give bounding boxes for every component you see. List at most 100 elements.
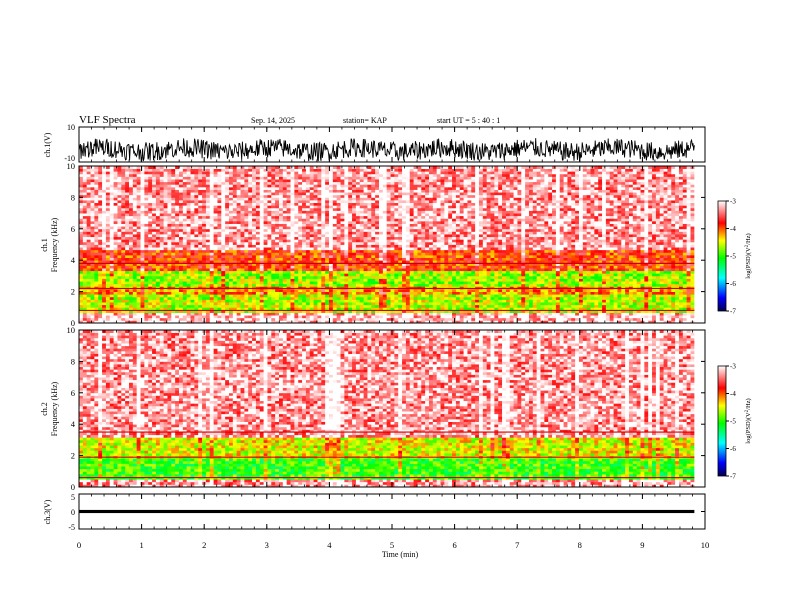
spectrogram-cell: [205, 181, 211, 185]
spectrogram-cell: [302, 260, 307, 264]
spectrogram-cell: [202, 268, 207, 272]
spectrogram-cell: [152, 192, 157, 196]
spectrogram-cell: [367, 179, 372, 183]
spectrogram-cell: [267, 270, 272, 274]
spectrogram-cell: [286, 299, 291, 303]
date-label: Sep. 14, 2025: [251, 116, 295, 125]
spectrogram-cell: [163, 291, 168, 295]
spectrogram-cell: [255, 270, 261, 274]
spectrogram-cell: [355, 184, 361, 188]
spectrogram-cell: [205, 239, 211, 243]
spectrogram-cell: [86, 299, 91, 303]
spectrogram-cell: [94, 304, 99, 308]
spectrogram-cell: [382, 176, 388, 180]
spectrogram-cell: [267, 166, 272, 170]
spectrogram-cell: [244, 296, 249, 300]
spectrogram-cell: [148, 312, 153, 316]
spectrogram-cell: [286, 268, 291, 272]
spectrogram-cell: [113, 273, 118, 277]
spectrogram-cell: [363, 241, 368, 245]
spectrogram-cell: [394, 207, 399, 211]
spectrogram-cell: [375, 231, 380, 235]
spectrogram-cell: [371, 252, 376, 256]
spectrogram-cell: [105, 304, 111, 308]
spectrogram-cell: [267, 249, 272, 253]
spectrogram-cell: [94, 231, 99, 235]
spectrogram-cell: [82, 231, 88, 235]
spectrogram-cell: [344, 262, 349, 266]
spectrogram-cell: [352, 228, 357, 232]
spectrogram-cell: [367, 210, 372, 214]
spectrogram-cell: [221, 312, 226, 316]
spectrogram-cell: [240, 173, 245, 177]
spectrogram-cell: [136, 194, 141, 198]
spectrogram-cell: [198, 294, 203, 298]
spectrogram-cell: [359, 186, 365, 190]
spectrogram-cell: [367, 247, 372, 251]
spectrogram-cell: [236, 173, 241, 177]
spectrogram-cell: [178, 283, 184, 287]
spectrogram-cell: [313, 226, 318, 230]
spectrogram-cell: [136, 296, 141, 300]
spectrogram-cell: [98, 220, 103, 224]
spectrogram-cell: [128, 234, 134, 238]
spectrogram-cell: [317, 171, 322, 175]
spectrogram-cell: [198, 200, 203, 204]
spectrogram-cell: [305, 252, 311, 256]
spectrogram-cell: [94, 252, 99, 256]
spectrogram-cell: [98, 241, 103, 245]
spectrogram-cell: [378, 273, 384, 277]
spectrogram-cell: [209, 302, 215, 306]
spectrogram-cell: [275, 291, 280, 295]
spectrogram-cell: [236, 317, 241, 321]
spectrogram-cell: [313, 304, 318, 308]
spectrogram-cell: [336, 213, 341, 217]
spectrogram-cell: [86, 184, 91, 188]
spectrogram-cell: [221, 252, 226, 256]
spectrogram-cell: [263, 294, 268, 298]
spectrogram-cell: [325, 197, 330, 201]
spectrogram-cell: [155, 215, 161, 219]
spectrogram-cell: [386, 281, 391, 285]
spectrogram-cell: [302, 309, 307, 313]
spectrogram-cell: [332, 309, 338, 313]
spectrogram-cell: [255, 249, 261, 253]
spectrogram-cell: [294, 189, 299, 193]
spectrogram-cell: [232, 320, 238, 324]
spectrogram-cell: [202, 302, 207, 306]
spectrogram-cell: [332, 302, 338, 306]
spectrogram-cell: [352, 205, 357, 209]
spectrogram-cell: [152, 312, 157, 316]
spectrogram-cell: [348, 273, 353, 277]
spectrogram-cell: [394, 234, 399, 238]
spectrogram-cell: [213, 223, 218, 227]
spectrogram-cell: [202, 288, 207, 292]
spectrogram-cell: [282, 192, 288, 196]
spectrogram-cell: [359, 288, 365, 292]
spectrogram-cell: [225, 186, 230, 190]
spectrogram-cell: [202, 304, 207, 308]
spectrogram-cell: [313, 299, 318, 303]
spectrogram-cell: [148, 247, 153, 251]
spectrogram-cell: [105, 213, 111, 217]
spectrogram-cell: [252, 249, 257, 253]
spectrogram-cell: [348, 252, 353, 256]
spectrogram-cell: [394, 166, 399, 170]
spectrogram-cell: [255, 288, 261, 292]
spectrogram-cell: [94, 171, 99, 175]
spectrogram-cell: [263, 194, 268, 198]
spectrogram-cell: [167, 296, 172, 300]
spectrogram-cell: [340, 288, 345, 292]
spectrogram-cell: [225, 315, 230, 319]
spectrogram-cell: [309, 215, 315, 219]
spectrogram-cell: [217, 218, 222, 222]
spectrogram-cell: [125, 275, 130, 279]
spectrogram-cell: [98, 294, 103, 298]
spectrogram-cell: [278, 181, 284, 185]
spectrogram-cell: [294, 294, 299, 298]
spectrogram-cell: [294, 320, 299, 324]
spectrogram-cell: [159, 291, 165, 295]
spectrogram-cell: [340, 294, 345, 298]
spectrogram-cell: [286, 247, 291, 251]
spectrogram-cell: [278, 173, 284, 177]
